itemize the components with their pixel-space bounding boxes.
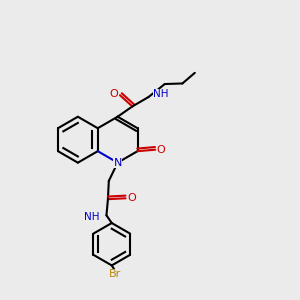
Text: NH: NH	[85, 212, 100, 222]
Text: Br: Br	[109, 269, 122, 279]
Text: N: N	[113, 158, 122, 168]
Text: O: O	[127, 193, 136, 203]
Text: O: O	[109, 89, 118, 99]
Text: O: O	[157, 145, 166, 155]
Text: NH: NH	[153, 89, 168, 99]
